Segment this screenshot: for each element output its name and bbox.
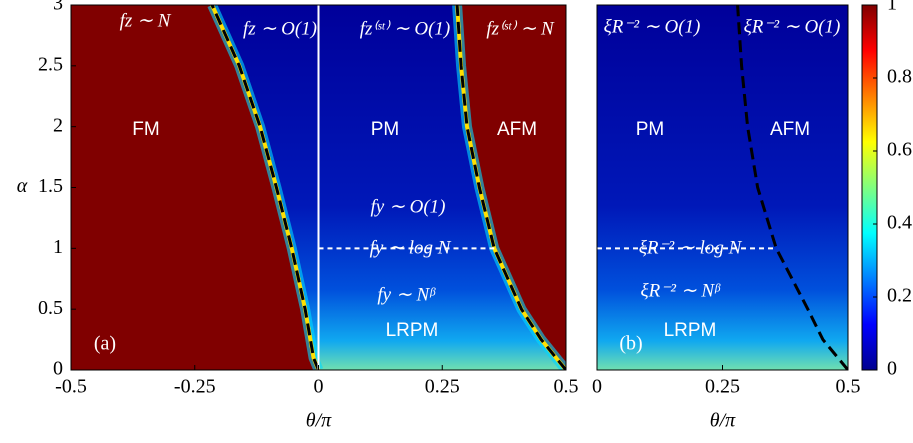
boundary-line	[210, 5, 320, 370]
afm-region	[457, 5, 566, 370]
boundary-line	[455, 5, 566, 370]
x-axis-label: θ/π	[306, 410, 332, 432]
y-tick-label: 1	[53, 236, 63, 258]
annotation: fz ∼ N	[120, 10, 172, 31]
colorbar-tick-label: 0	[887, 358, 897, 380]
annotation: fy ∼ Nᵝ	[377, 284, 436, 305]
x-tick-label: 0	[592, 376, 602, 398]
annotation: LRPM	[386, 320, 439, 341]
x-tick-label: 0.5	[554, 376, 579, 398]
annotation: ξR⁻² ∼ log N	[639, 237, 743, 258]
colorbar-tick-label: 0.4	[887, 212, 912, 234]
x-tick-label: 0	[314, 376, 324, 398]
annotation: AFM	[497, 119, 537, 140]
x-axis-label: θ/π	[710, 410, 736, 432]
colorbar-tick-label: 1	[887, 0, 897, 15]
x-tick-label: 0.25	[425, 376, 460, 398]
annotation: FM	[132, 119, 159, 140]
annotation: fz⁽ˢᵗ⁾ ∼ O(1)	[360, 18, 451, 39]
colorbar-tick-label: 0.6	[887, 139, 912, 161]
x-tick-label: 0.5	[836, 376, 861, 398]
x-tick-label: 0.25	[705, 376, 740, 398]
annotation: ξR⁻² ∼ O(1)	[744, 16, 841, 37]
annotation: fz ∼ O(1)	[243, 18, 317, 39]
y-tick-label: 0	[53, 358, 63, 380]
x-tick-label: -0.25	[174, 376, 216, 398]
panel-label: (a)	[94, 333, 116, 355]
y-tick-label: 2.5	[38, 53, 63, 75]
y-tick-label: 1.5	[38, 175, 63, 197]
panel-label: (b)	[619, 333, 642, 355]
annotation: AFM	[770, 119, 810, 140]
annotation: fz⁽ˢᵗ⁾ ∼ N	[486, 18, 555, 39]
annotation: fy ∼ O(1)	[370, 196, 445, 217]
boundary-line	[736, 5, 848, 370]
colorbar-tick-label: 0.8	[887, 66, 912, 88]
annotation: ξR⁻² ∼ O(1)	[604, 16, 701, 37]
annotation: PM	[636, 119, 665, 140]
y-tick-label: 2	[53, 114, 63, 136]
annotation: fy ∼ log N	[370, 237, 452, 258]
y-axis-label: α	[17, 175, 28, 197]
colorbar-tick-label: 0.2	[887, 285, 912, 307]
colorbar	[861, 4, 878, 371]
annotation: PM	[371, 119, 400, 140]
y-tick-label: 0.5	[38, 297, 63, 319]
annotation: ξR⁻² ∼ Nᵝ	[641, 280, 722, 301]
annotation: LRPM	[664, 320, 717, 341]
heatmap-field	[597, 5, 848, 370]
plot-area	[597, 5, 848, 370]
plot-area	[71, 5, 566, 370]
x-tick-label: -0.5	[55, 376, 87, 398]
y-tick-label: 3	[53, 0, 63, 15]
fm-region	[71, 5, 319, 370]
